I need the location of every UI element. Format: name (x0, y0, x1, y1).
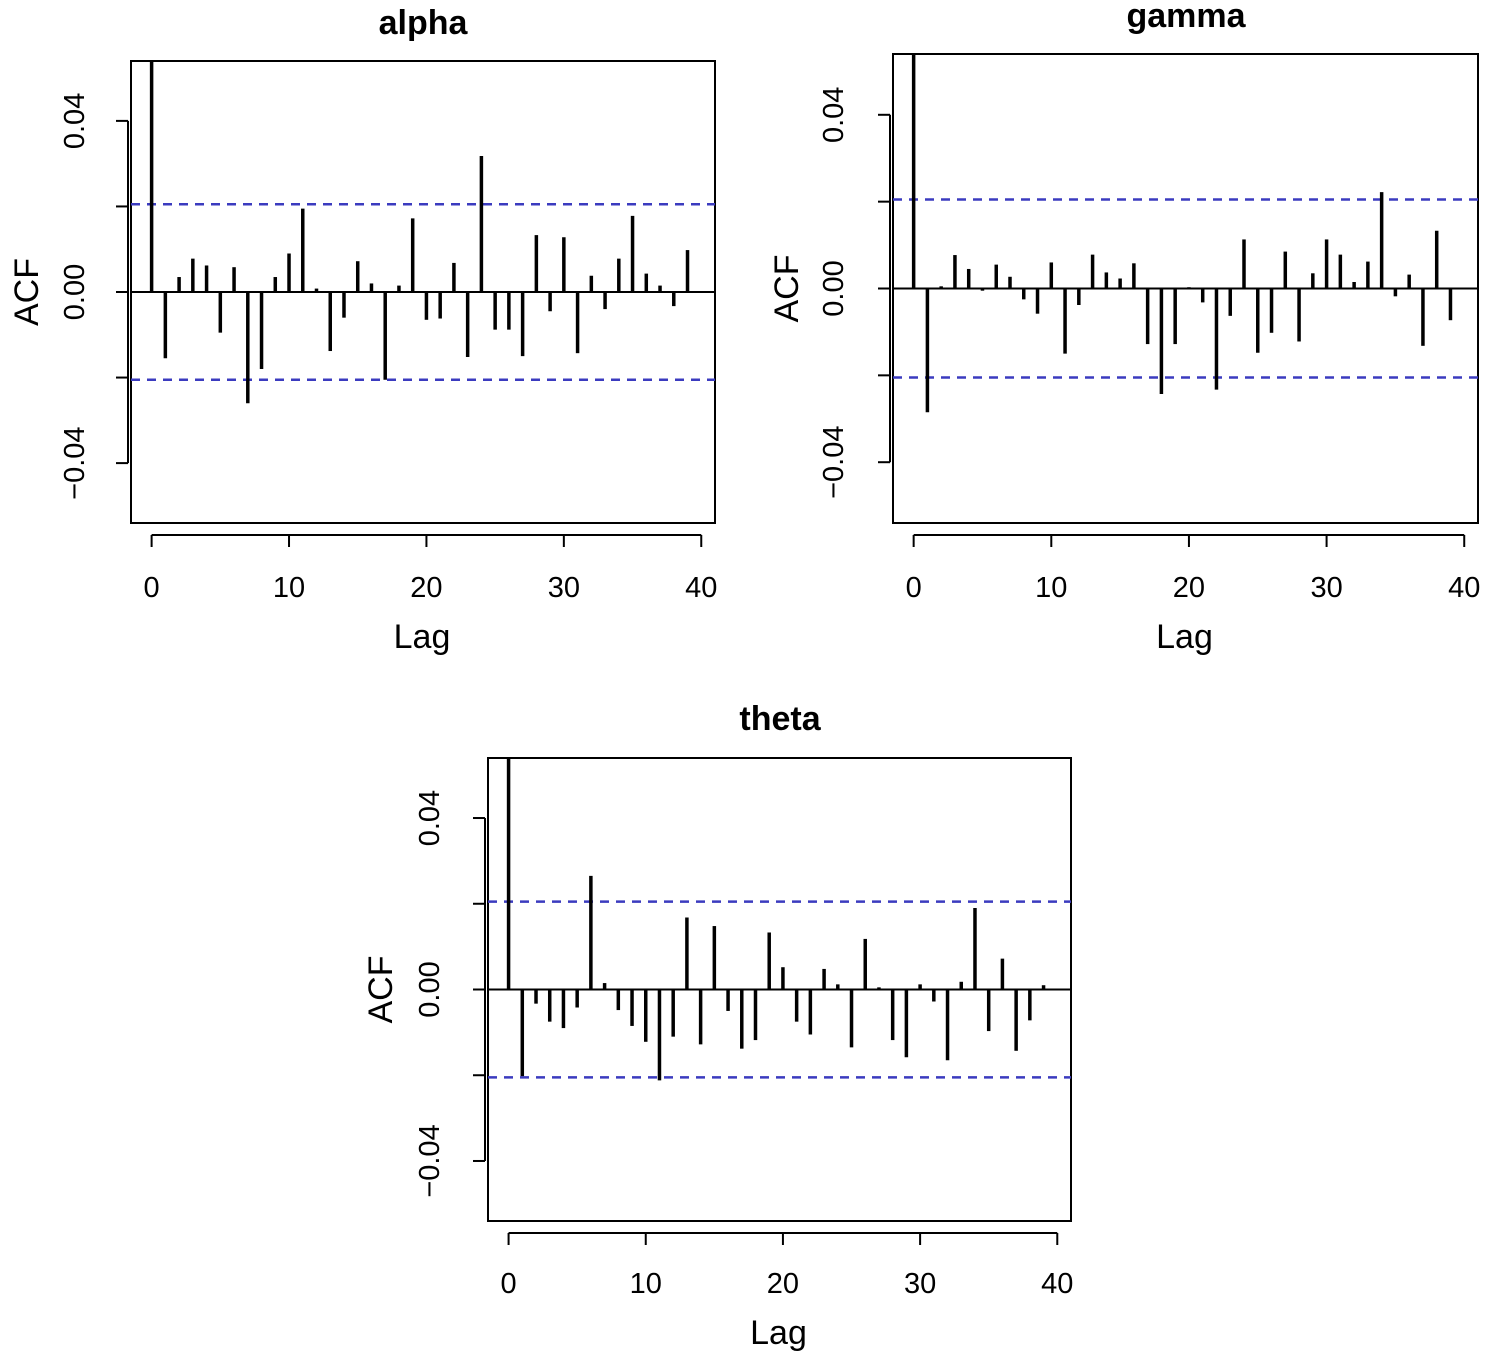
x-tick-label: 0 (906, 572, 922, 604)
y-tick-label: −0.04 (414, 1124, 446, 1197)
x-axis-label: Lag (1156, 618, 1213, 656)
y-axis-label: ACF (362, 956, 400, 1024)
x-tick-label: 30 (1310, 572, 1342, 604)
x-tick-label: 10 (630, 1268, 662, 1300)
chart-title: theta (739, 700, 821, 738)
x-tick-label: 0 (144, 572, 160, 604)
x-axis-label: Lag (750, 1314, 807, 1352)
x-tick-label: 40 (685, 572, 717, 604)
y-tick-label: 0.00 (414, 961, 446, 1017)
x-axis-label: Lag (394, 618, 451, 656)
acf-spikes (149, 61, 690, 404)
x-tick-label: 20 (767, 1268, 799, 1300)
acf-spikes (911, 54, 1453, 413)
y-tick-label: 0.00 (59, 264, 91, 320)
chart-title: alpha (379, 4, 469, 42)
y-tick-label: 0.04 (59, 93, 91, 149)
x-tick-label: 40 (1041, 1268, 1073, 1300)
y-tick-label: 0.04 (818, 87, 850, 143)
x-tick-label: 30 (548, 572, 580, 604)
y-axis-label: ACF (8, 258, 46, 326)
acf-chart-alpha: alpha 0 10 20 30 40 Lag −0.04 0.00 0.04 ACF (8, 4, 717, 656)
chart-title: gamma (1126, 0, 1246, 35)
x-tick-label: 10 (273, 572, 305, 604)
y-tick-label: 0.00 (818, 260, 850, 316)
y-tick-label: −0.04 (59, 426, 91, 499)
y-tick-label: 0.04 (414, 790, 446, 846)
x-tick-label: 40 (1448, 572, 1480, 604)
x-tick-label: 10 (1035, 572, 1067, 604)
x-tick-label: 30 (904, 1268, 936, 1300)
acf-chart-gamma: gamma 0 10 20 30 40 Lag −0.04 0.00 0.04 ACF (768, 0, 1480, 656)
acf-chart-theta: theta 0 10 20 30 40 Lag −0.04 0.00 0.04 ACF (362, 700, 1073, 1352)
x-tick-label: 0 (501, 1268, 517, 1300)
y-axis-label: ACF (768, 255, 806, 323)
x-tick-label: 20 (410, 572, 442, 604)
x-tick-label: 20 (1173, 572, 1205, 604)
acf-spikes (506, 758, 1046, 1081)
y-tick-label: −0.04 (818, 426, 850, 499)
